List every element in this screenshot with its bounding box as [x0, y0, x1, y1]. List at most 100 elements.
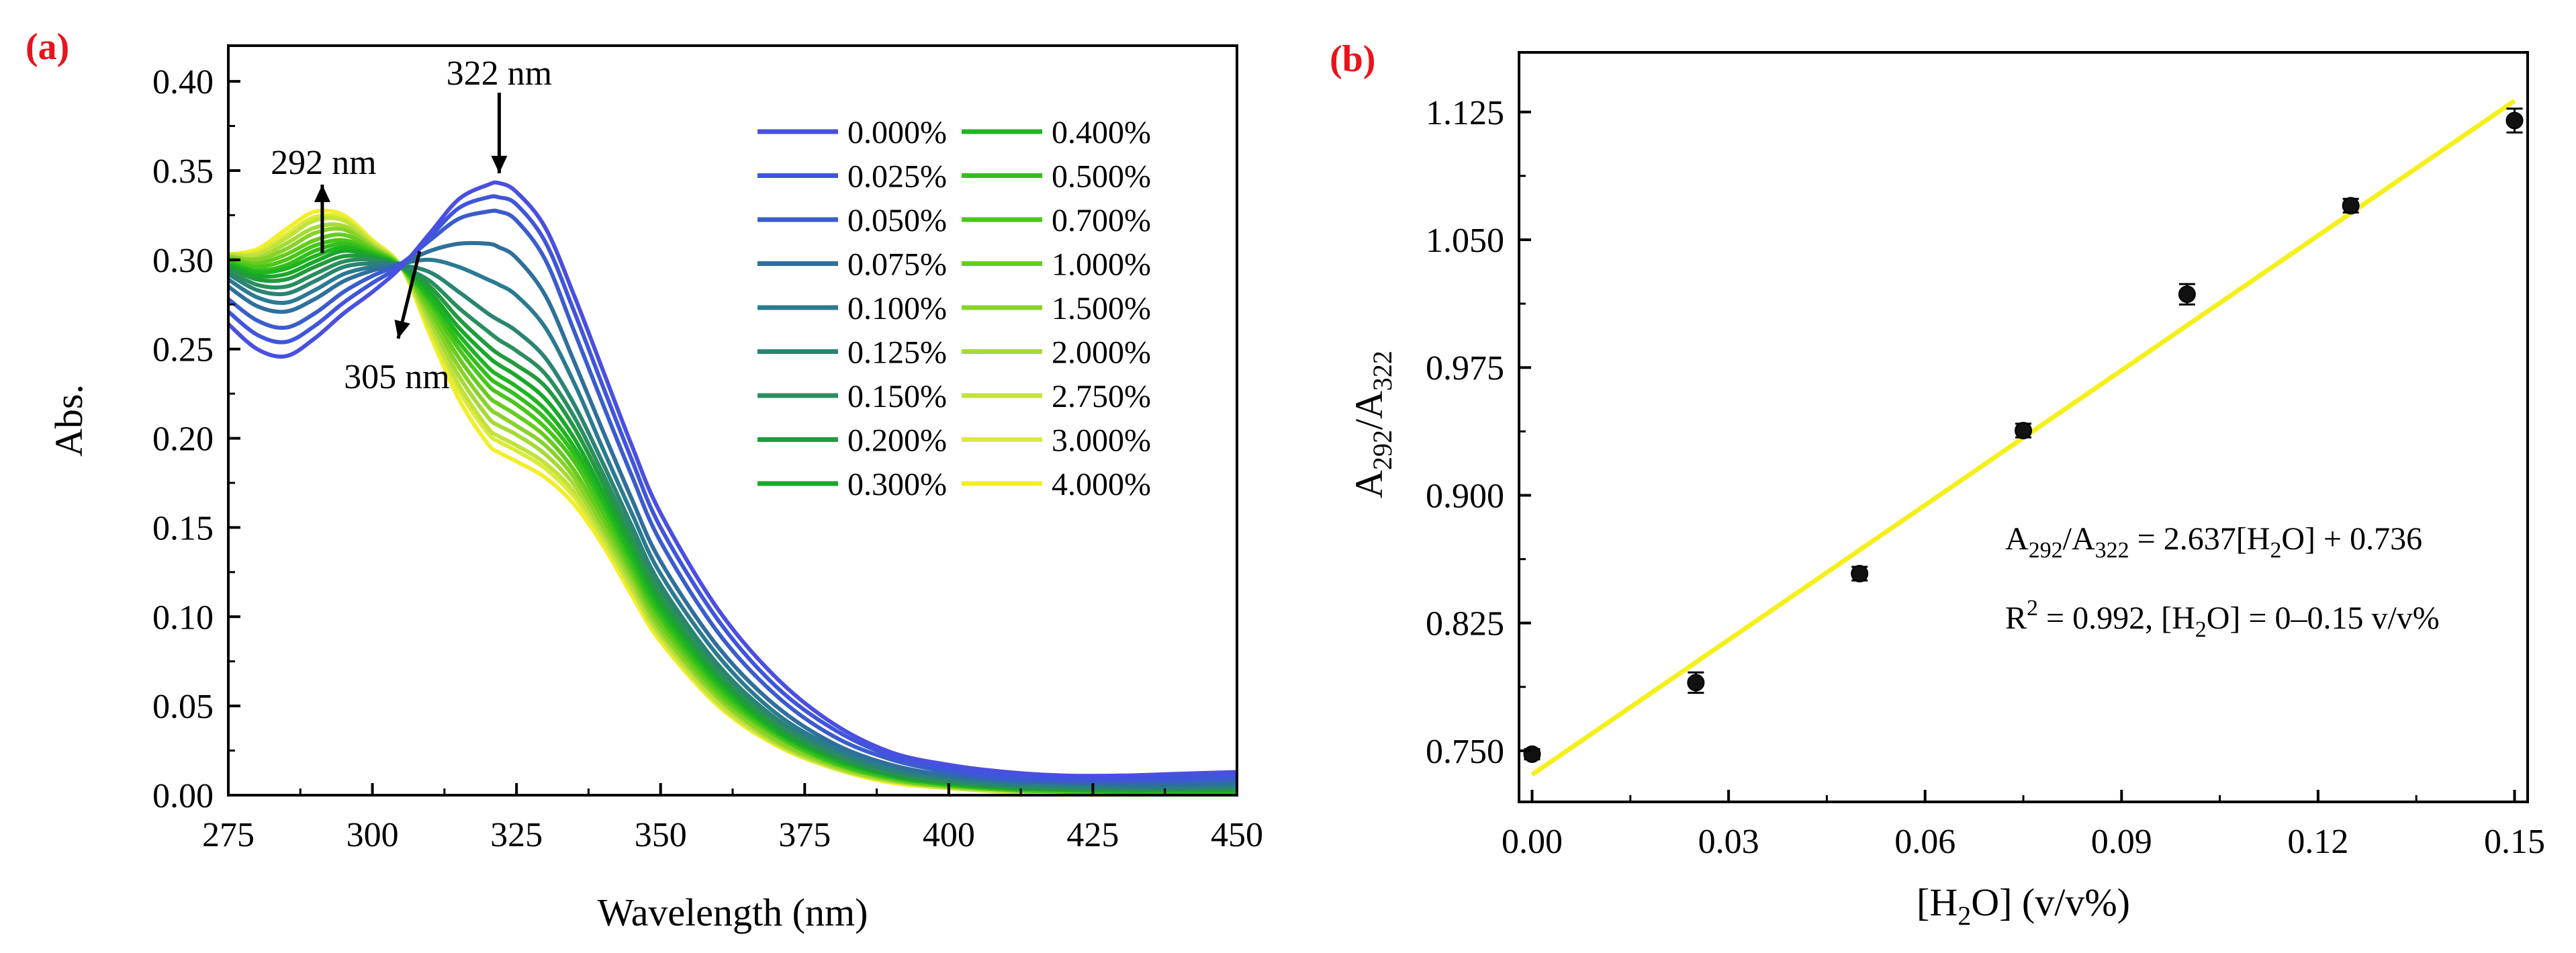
panel-a-y-axis: 0.00 0.05 0.10 0.15 0.20 0.25 0.30 0.35 0.40: [152, 63, 240, 815]
b-xlabel-main: [H: [1917, 880, 1958, 924]
x-tick-label: 0.12: [2287, 823, 2348, 861]
x-tick-label: 275: [202, 816, 255, 854]
panel-b-ratio-chart: (b) 0.00 0.03 0.06 0.09 0.12 0.15 0.7500.8250…: [1330, 38, 2545, 931]
x-tick-label: 300: [347, 816, 399, 854]
x-tick-label: 450: [1211, 816, 1263, 854]
legend-label-1.000%: 1.000%: [1052, 247, 1151, 283]
series-line-0.050%: [227, 208, 1238, 783]
legend-label-0.125%: 0.125%: [847, 335, 947, 371]
y-tick-label: 0.750: [1426, 733, 1504, 771]
legend-label-0.200%: 0.200%: [847, 423, 947, 459]
panel-a-series-group: [226, 180, 1238, 796]
legend-label-0.025%: 0.025%: [847, 159, 947, 195]
legend-label-0.050%: 0.050%: [847, 203, 947, 238]
annotation-292-arrow-head: [314, 184, 330, 202]
x-tick-label: 325: [490, 816, 543, 854]
legend-label-4.000%: 4.000%: [1052, 467, 1151, 502]
data-point: [2342, 197, 2360, 215]
panel-a-y-axis-label: Abs.: [47, 384, 91, 457]
legend-label-0.075%: 0.075%: [847, 247, 947, 283]
eq-p4: O] + 0.736: [2281, 521, 2422, 557]
x-tick-label: 0.06: [1894, 823, 1956, 861]
y-tick-label: 0.15: [152, 509, 214, 547]
b-ylabel-slash: /A: [1347, 391, 1391, 430]
series-line-0.000%: [226, 180, 1238, 778]
y-tick-label: 0.975: [1426, 349, 1504, 388]
panel-a-label: (a): [26, 26, 69, 68]
legend-label-0.700%: 0.700%: [1052, 203, 1151, 238]
data-point: [2505, 111, 2524, 130]
data-point: [1687, 674, 1705, 692]
r2-s1: 2: [2195, 617, 2207, 642]
data-point: [2178, 285, 2196, 304]
b-ylabel-b-sub: 322: [1367, 351, 1397, 391]
eq-s3: 2: [2270, 538, 2281, 563]
y-tick-label: 0.25: [152, 331, 214, 369]
legend-label-0.500%: 0.500%: [1052, 159, 1151, 195]
panel-a-annotations: 292 nm 322 nm 305 nm: [271, 54, 552, 396]
y-tick-label: 0.10: [152, 598, 214, 637]
panel-a-absorbance-chart: (a) 275 300 325 350 375 400 425 450 0.00 0.05 0.1…: [26, 26, 1263, 934]
legend-label-0.150%: 0.150%: [847, 379, 947, 414]
data-point: [1851, 565, 1869, 583]
eq-s1: 292: [2029, 538, 2063, 563]
x-tick-label: 0.15: [2484, 823, 2545, 861]
data-point: [1523, 745, 1541, 763]
r2-p3: O] = 0–0.15 v/v%: [2207, 600, 2440, 636]
x-tick-label: 375: [778, 816, 831, 854]
annotation-292-label: 292 nm: [271, 144, 376, 182]
y-tick-label: 0.900: [1426, 477, 1504, 515]
legend-label-0.100%: 0.100%: [847, 291, 947, 326]
panel-b-r2-text: R2 = 0.992, [H2O] = 0–0.15 v/v%: [2005, 596, 2440, 642]
x-tick-label: 0.03: [1698, 823, 1759, 861]
annotation-322-label: 322 nm: [447, 54, 552, 93]
legend-label-0.000%: 0.000%: [847, 115, 947, 150]
panel-a-x-axis: 275 300 325 350 375 400 425 450: [202, 783, 1263, 854]
y-tick-label: 0.40: [152, 63, 214, 101]
legend-label-0.400%: 0.400%: [1052, 115, 1151, 150]
panel-b-points-group: [1523, 107, 2524, 763]
x-tick-label: 400: [923, 816, 975, 854]
legend-label-2.750%: 2.750%: [1052, 379, 1151, 414]
eq-p2: /A: [2063, 521, 2095, 557]
eq-s2: 322: [2095, 538, 2129, 563]
legend-label-3.000%: 3.000%: [1052, 423, 1151, 459]
x-tick-label: 0.09: [2091, 823, 2152, 861]
y-tick-label: 1.050: [1426, 222, 1504, 260]
b-ylabel-a-sub: 292: [1367, 430, 1397, 470]
panel-b-label: (b): [1330, 38, 1375, 80]
r2-sup: 2: [2027, 596, 2038, 621]
legend-label-1.500%: 1.500%: [1052, 291, 1151, 326]
annotation-322-arrow-head: [491, 155, 508, 173]
panel-b-y-axis-label: A292/A322: [1347, 351, 1397, 498]
r2-p1: R: [2005, 600, 2027, 636]
panel-b-fit-equation: A292/A322 = 2.637[H2O] + 0.736: [2005, 521, 2422, 563]
panel-b-y-axis: 0.750 0.825 0.900 0.975 1.050 1.125: [1426, 94, 1531, 771]
y-tick-label: 0.00: [152, 777, 214, 815]
legend-label-0.300%: 0.300%: [847, 467, 947, 502]
annotation-305-arrow-head: [394, 320, 410, 339]
b-xlabel-sub: 2: [1958, 901, 1971, 931]
eq-p1: A: [2005, 521, 2029, 557]
x-tick-label: 350: [635, 816, 687, 854]
panel-b-x-axis-label: [H2O] (v/v%): [1917, 880, 2130, 931]
panel-b-x-axis: 0.00 0.03 0.06 0.09 0.12 0.15: [1502, 790, 2545, 861]
y-tick-label: 0.35: [152, 152, 214, 191]
b-ylabel-a: A: [1347, 470, 1391, 498]
panel-a-legend: 0.000% 0.025% 0.050% 0.075% 0.100% 0.125% 0.15…: [757, 115, 1151, 502]
x-tick-label: 0.00: [1502, 823, 1563, 861]
r2-p2: = 0.992, [H: [2038, 600, 2195, 636]
y-tick-label: 0.30: [152, 242, 214, 280]
x-tick-label: 425: [1066, 816, 1119, 854]
eq-p3: = 2.637[H: [2129, 521, 2270, 557]
y-tick-label: 0.825: [1426, 605, 1504, 643]
series-line-0.025%: [227, 194, 1238, 782]
panel-a-x-axis-label: Wavelength (nm): [598, 891, 868, 934]
y-tick-label: 0.05: [152, 688, 214, 726]
legend-label-2.000%: 2.000%: [1052, 335, 1151, 371]
y-tick-label: 0.20: [152, 420, 214, 459]
data-point: [2015, 422, 2032, 440]
y-tick-label: 1.125: [1426, 94, 1504, 132]
b-xlabel-tail: O] (v/v%): [1971, 880, 2130, 924]
